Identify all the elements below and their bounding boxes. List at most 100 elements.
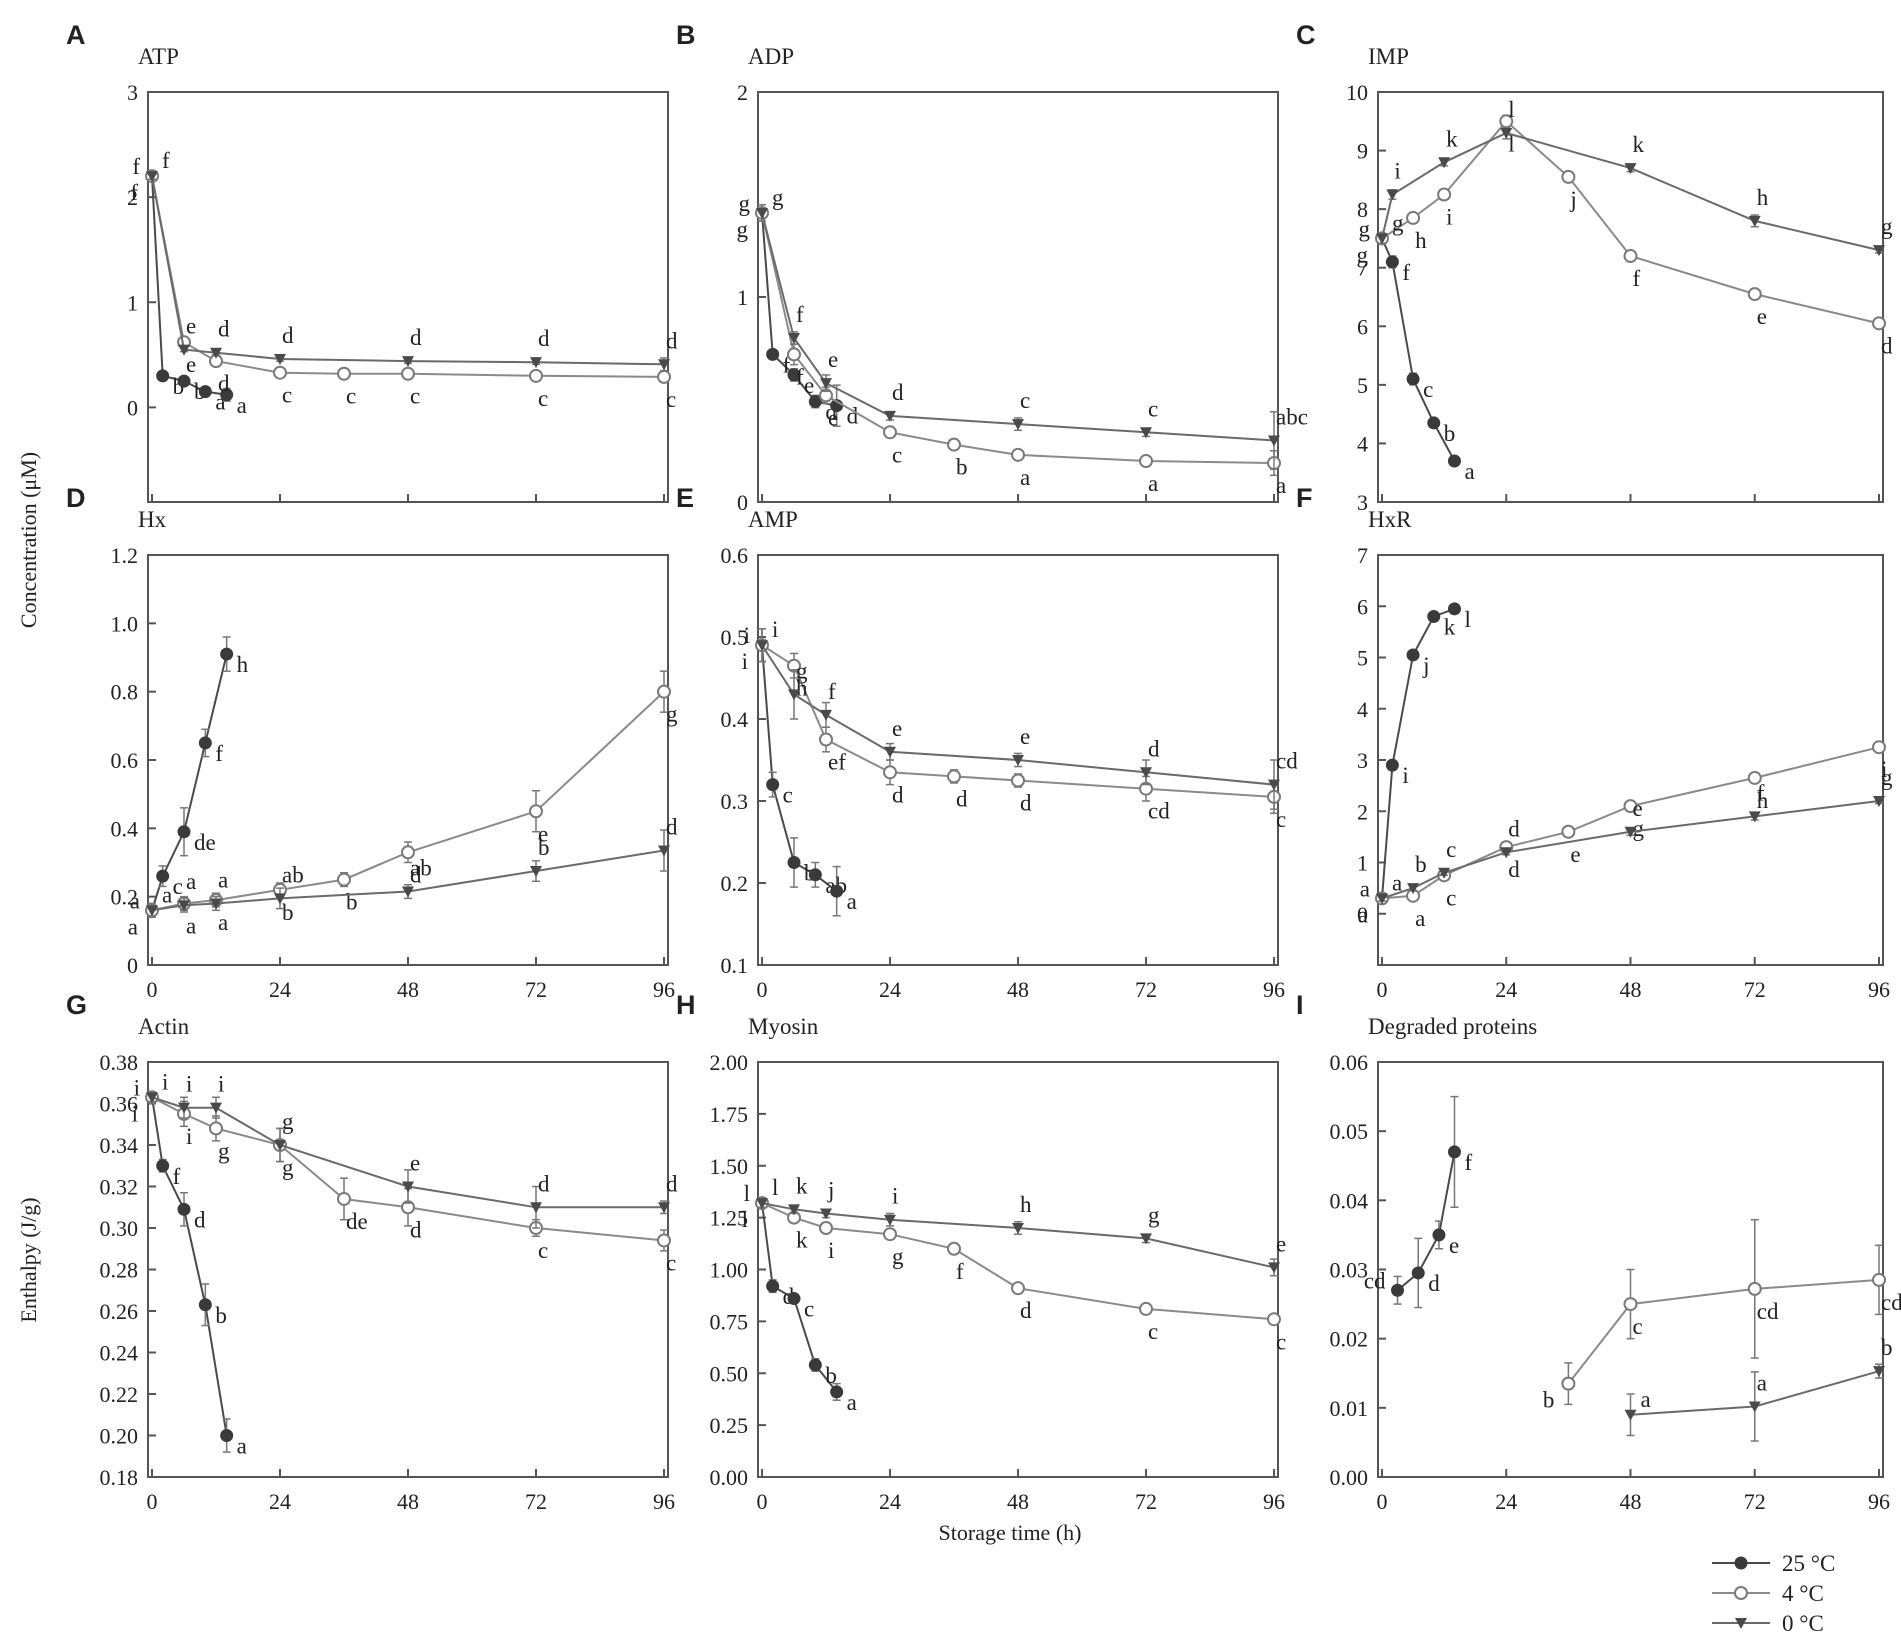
panel-a-point-25c: [198, 385, 212, 399]
panel-a-point-25c: [156, 369, 170, 383]
legend-marker-25c: [1734, 1556, 1748, 1570]
panel-a-point-4c: [337, 366, 351, 381]
panel-f-letter-label: g: [1881, 765, 1893, 790]
panel-h-letter-label: c: [1148, 1319, 1158, 1344]
panel-c-letter-label: f: [1402, 260, 1410, 285]
panel-b-point-25c: [787, 368, 801, 382]
panel-b-letter-label: c: [892, 442, 902, 467]
panel-b-ytick-label: 1: [737, 285, 748, 310]
panel-a: AATP3210fbbaafedcccccfeddddd: [66, 20, 678, 503]
panel-h-letter-label: l: [742, 1207, 748, 1232]
panel-g-ytick-label: 0.20: [100, 1424, 139, 1449]
panel-e-letter-label: d: [956, 786, 968, 811]
panel-c-letter-label: b: [1444, 421, 1456, 446]
panel-d-letter-label: b: [346, 890, 358, 915]
panel-a-letter-label: d: [218, 317, 230, 342]
panel-b-point-0c: [1012, 419, 1024, 431]
panel-g-ytick-label: 0.24: [100, 1341, 139, 1366]
panel-i: I Degraded proteins 0.06 0.05 0.04 0.03 0.02 0.…: [1296, 990, 1901, 1514]
panel-a-point-4c: [401, 366, 415, 381]
panel-g-title: Actin: [138, 1014, 190, 1039]
panel-d-ytick-label: 0: [127, 953, 138, 978]
panel-g-letter-label: f: [173, 1164, 181, 1189]
panel-c-letter-label: a: [1464, 459, 1474, 484]
panel-f-point-0c: [1438, 867, 1451, 879]
panel-f-point-0c: [1748, 811, 1761, 823]
panel-a-letter-label: d: [282, 323, 294, 348]
panel-b-letter-label: f: [796, 364, 804, 389]
panel-g-point-25c: [198, 1298, 212, 1312]
legend-item-25c: 25 °C: [1712, 1551, 1835, 1576]
panel-h-point-25c: [830, 1385, 844, 1399]
panel-e-point-4c: [883, 765, 897, 780]
panel-g-ytick-label: 0.18: [100, 1465, 139, 1490]
panel-c-point-4c: [1872, 316, 1886, 331]
panel-h-letter-label: i: [892, 1184, 898, 1209]
panel-h-xtick-label: 24: [879, 1489, 901, 1514]
panel-i-letter-label: a: [1641, 1387, 1651, 1412]
panel-h-letter-label: b: [825, 1363, 837, 1388]
panel-a-ytick-label: 2: [127, 185, 138, 210]
panel-h-xtick-label: 96: [1263, 1489, 1285, 1514]
panel-f-letter-label: d: [1508, 857, 1520, 882]
panel-d-ytick-label: 0.4: [111, 816, 139, 841]
panel-c-ytick-label: 3: [1357, 490, 1368, 515]
panel-g-letter-label: d: [194, 1207, 206, 1232]
panel-c-point-0c: [1438, 157, 1451, 169]
panel-h-xtick-label: 48: [1007, 1489, 1029, 1514]
panel-a-point-0c: [146, 171, 158, 183]
panel-e-point-0c: [820, 709, 832, 721]
panel-f-series-4c-line: [1381, 746, 1880, 900]
panel-g-letter-label: e: [410, 1151, 420, 1176]
panel-f-title: HxR: [1368, 507, 1412, 532]
panel-e-letter-label: d: [1148, 736, 1160, 761]
panel-a-series-4c-line: [151, 175, 665, 378]
panel-g-ytick-label: 0.36: [100, 1092, 139, 1117]
panel-f-ytick-label: 2: [1357, 799, 1368, 824]
panel-g-letter-label: b: [215, 1303, 227, 1328]
panel-a-letter-label: f: [162, 148, 170, 173]
panel-b-point-4c: [1139, 454, 1153, 468]
panel-a-letter-label: c: [410, 384, 420, 409]
legend-label-25c: 25 °C: [1782, 1551, 1835, 1576]
panel-b-letter-label: a: [1020, 465, 1030, 490]
panel-e-ytick-label: 0.2: [721, 871, 749, 896]
panel-b-letter-label: g: [772, 185, 784, 210]
panel-h-point-0c: [788, 1204, 800, 1216]
panel-b-letter-label: e: [804, 373, 814, 398]
panel-g-point-0c: [658, 1202, 670, 1214]
panel-h-letter-label: i: [828, 1238, 834, 1263]
panel-g-point-0c: [530, 1202, 542, 1214]
panel-f-xtick-label: 24: [1495, 977, 1517, 1002]
panel-a-letter-label: f: [130, 180, 138, 205]
panel-e-ytick-label: 0.5: [721, 625, 749, 650]
panel-i-ytick-label: 0.00: [1330, 1465, 1369, 1490]
panel-i-title: Degraded proteins: [1368, 1014, 1537, 1039]
panel-f-letter-label: g: [1633, 816, 1645, 841]
panel-b-frame: [757, 91, 1279, 503]
panel-a-letter-label: d: [666, 328, 678, 353]
panel-e-letter-label: c: [1276, 807, 1286, 832]
panel-i-letter-label: b: [1881, 1335, 1893, 1360]
panel-e-point-25c: [787, 856, 801, 869]
panel-g-letter-label: i: [186, 1072, 192, 1097]
panel-i-ytick-label: 0.06: [1330, 1050, 1369, 1075]
panel-f-letter-label: c: [1446, 885, 1456, 910]
panel-a-point-0c: [210, 347, 222, 359]
panel-d-point-25c: [198, 736, 212, 750]
panel-h-ytick-label: 0.00: [710, 1465, 749, 1490]
panel-f-letter-label: i: [1402, 763, 1408, 788]
panel-c-ytick-label: 7: [1357, 256, 1368, 281]
panel-f-point-4c: [1872, 740, 1886, 755]
panel-d-point-4c: [529, 804, 543, 819]
panel-g-letter-label: de: [346, 1209, 368, 1234]
panel-e-letter-label: d: [892, 782, 904, 807]
panel-e-letter-label: e: [892, 716, 902, 741]
panel-f-ytick-label: 5: [1357, 646, 1368, 671]
panel-e-letter-label: cd: [1148, 799, 1170, 824]
panel-i-letter-label: f: [1464, 1150, 1472, 1175]
panel-g-point-0c: [146, 1092, 158, 1104]
panel-a-point-4c: [657, 369, 671, 384]
panel-i-point-25c: [1432, 1228, 1446, 1242]
